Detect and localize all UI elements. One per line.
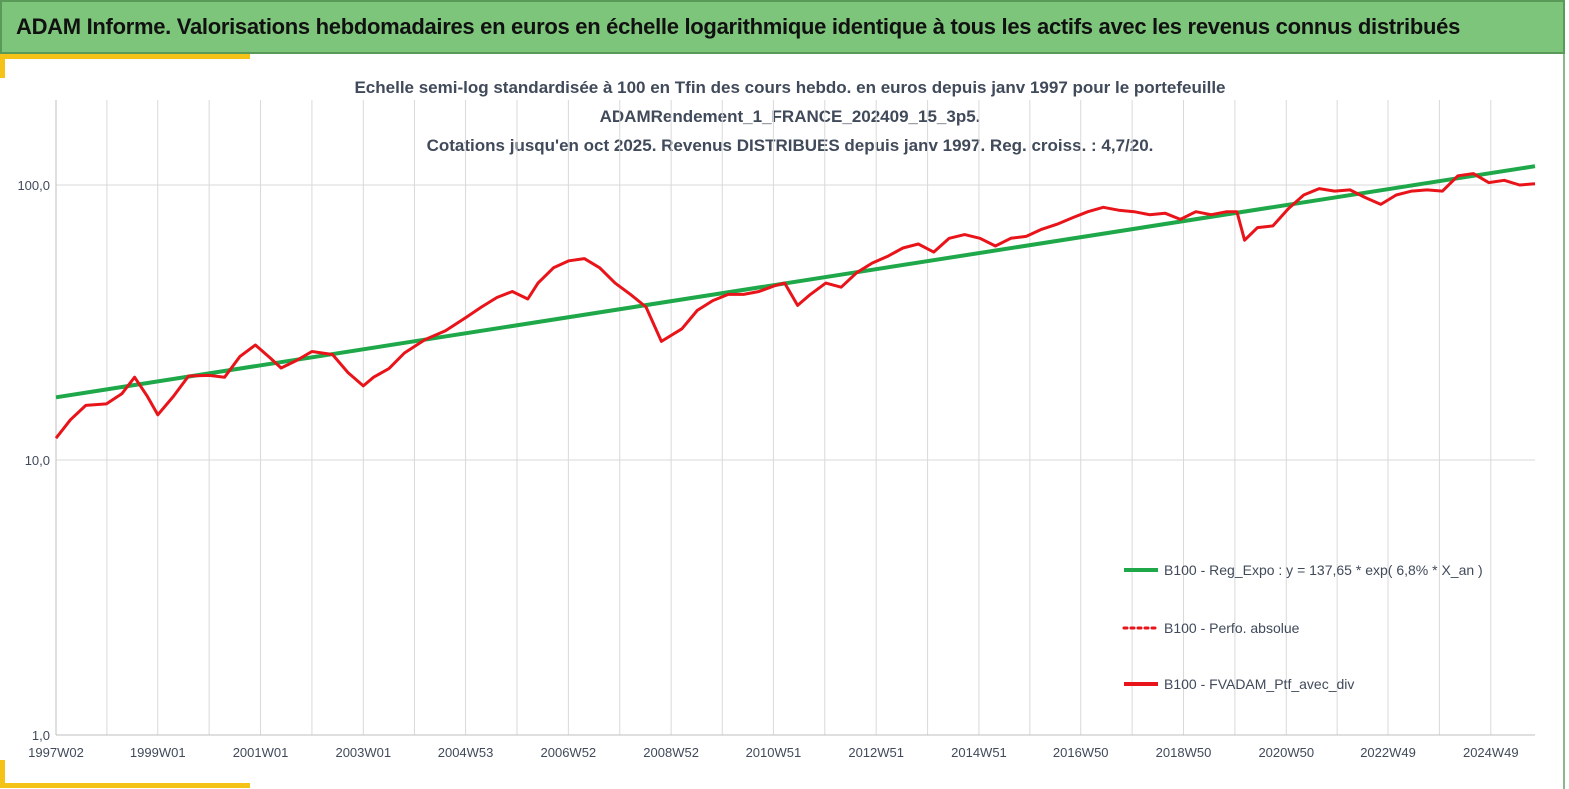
x-tick-label: 2020W50 — [1258, 745, 1314, 760]
x-tick-label: 2003W01 — [335, 745, 391, 760]
x-tick-label: 2016W50 — [1053, 745, 1109, 760]
x-tick-label: 2008W52 — [643, 745, 699, 760]
legend-label: B100 - FVADAM_Ptf_avec_div — [1164, 676, 1354, 692]
portfolio-line — [54, 172, 1536, 440]
x-tick-label: 2012W51 — [848, 745, 904, 760]
y-tick-label: 10,0 — [25, 453, 50, 468]
series-layer — [54, 164, 1536, 440]
x-tick-label: 2004W53 — [438, 745, 494, 760]
trend-line — [55, 164, 1536, 400]
accent-bar-bottom — [0, 783, 250, 788]
accent-bar-top — [0, 54, 250, 59]
accent-bar-top-vertical — [0, 54, 5, 78]
accent-bar-bottom-vertical — [0, 760, 5, 788]
axis-layer: 1,0 10,0 100,0 1997W02 1999W01 2001W01 2003W01… — [17, 100, 1535, 760]
chart-title-line-2: ADAMRendement_1_FRANCE_202409_15_3p5. — [599, 107, 981, 126]
grid-layer — [55, 100, 1535, 736]
x-tick-label: 2022W49 — [1360, 745, 1416, 760]
chart-title-line-3: Cotations jusqu'en oct 2025. Revenus DIS… — [426, 136, 1154, 155]
x-tick-label: 2014W51 — [951, 745, 1007, 760]
legend-label: B100 - Reg_Expo : y = 137,65 * exp( 6,8%… — [1164, 562, 1483, 578]
x-tick-label: 1999W01 — [130, 745, 186, 760]
y-tick-label: 100,0 — [17, 178, 50, 193]
x-tick-label: 1997W02 — [28, 745, 84, 760]
legend-label: B100 - Perfo. absolue — [1164, 620, 1300, 636]
y-tick-label: 1,0 — [32, 728, 50, 743]
legend-layer: B100 - Reg_Expo : y = 137,65 * exp( 6,8%… — [1122, 562, 1483, 692]
chart-frame — [0, 54, 1565, 789]
header-banner: ADAM Informe. Valorisations hebdomadaire… — [0, 0, 1565, 54]
chart-title-line-1: Echelle semi-log standardisée à 100 en T… — [354, 78, 1226, 97]
x-tick-label: 2006W52 — [541, 745, 597, 760]
x-tick-label: 2001W01 — [233, 745, 289, 760]
x-tick-label: 2010W51 — [746, 745, 802, 760]
banner-title: ADAM Informe. Valorisations hebdomadaire… — [16, 14, 1461, 39]
x-tick-label: 2018W50 — [1156, 745, 1212, 760]
x-tick-label: 2024W49 — [1463, 745, 1519, 760]
